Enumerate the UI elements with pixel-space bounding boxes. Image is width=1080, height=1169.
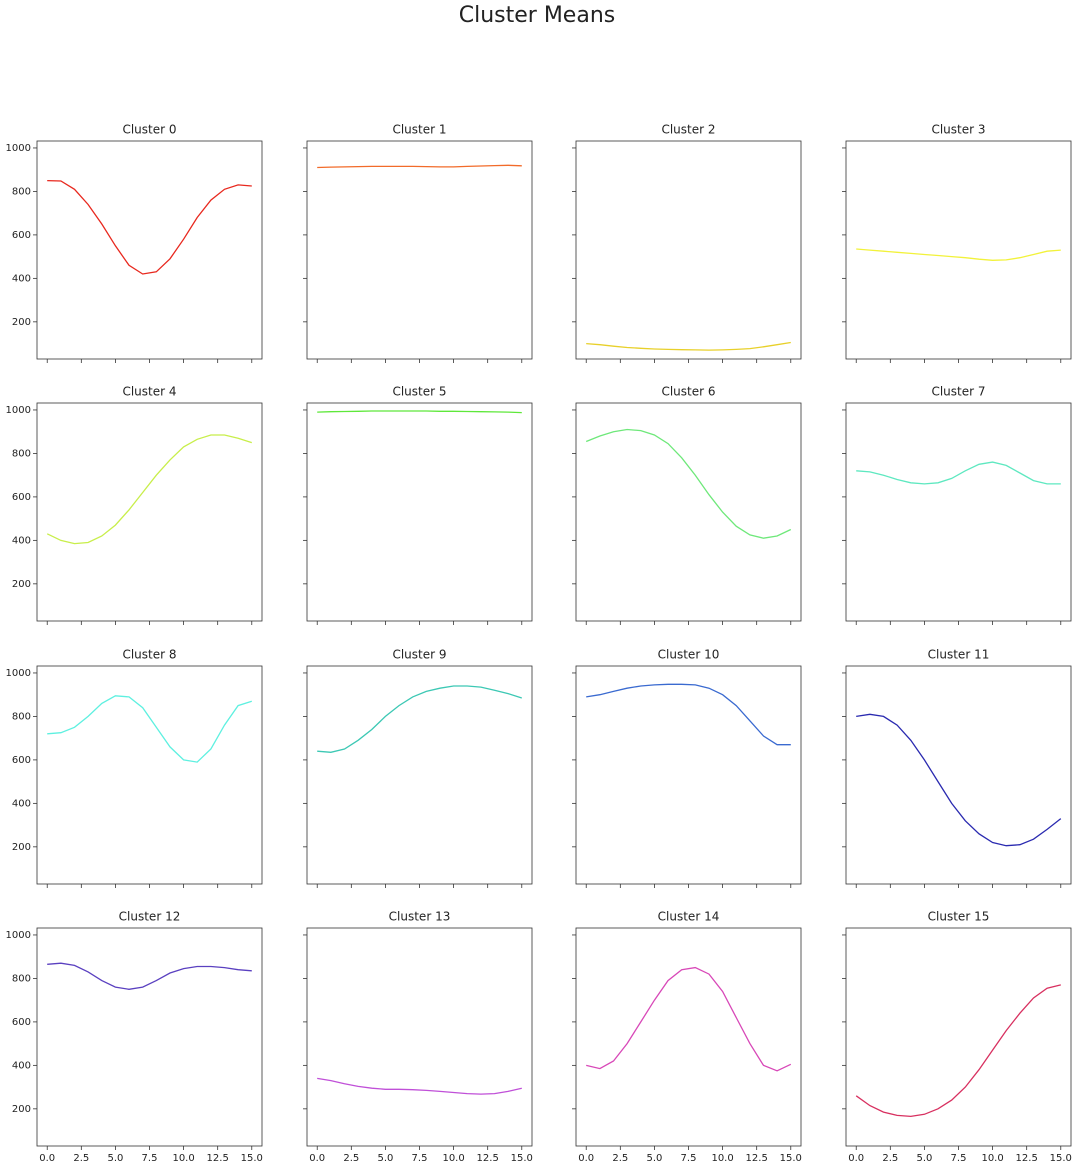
y-tick-label: 800 bbox=[12, 711, 31, 722]
y-tick-label: 600 bbox=[12, 1017, 31, 1028]
y-tick-label: 200 bbox=[12, 579, 31, 590]
panel-title: Cluster 13 bbox=[389, 910, 451, 924]
y-tick-label: 1000 bbox=[6, 405, 31, 416]
line bbox=[317, 164, 522, 169]
x-tick-label: 2.5 bbox=[73, 1153, 89, 1164]
x-tick-label: 7.5 bbox=[412, 1153, 428, 1164]
y-tick-label: 200 bbox=[12, 842, 31, 853]
panel-title: Cluster 10 bbox=[658, 648, 720, 662]
x-tick-label: 12.5 bbox=[1016, 1153, 1038, 1164]
x-tick-label: 15.0 bbox=[511, 1153, 533, 1164]
panel-title: Cluster 5 bbox=[392, 385, 446, 399]
x-tick-label: 10.0 bbox=[442, 1153, 464, 1164]
panel-title: Cluster 6 bbox=[661, 385, 715, 399]
line bbox=[856, 713, 1062, 847]
panel-title: Cluster 3 bbox=[931, 123, 985, 137]
y-tick-label: 1000 bbox=[6, 930, 31, 941]
y-tick-label: 1000 bbox=[6, 143, 31, 154]
panel-title: Cluster 14 bbox=[658, 910, 720, 924]
x-tick-label: 15.0 bbox=[241, 1153, 263, 1164]
panel-title: Cluster 8 bbox=[122, 648, 176, 662]
line bbox=[585, 428, 792, 539]
y-tick-label: 1000 bbox=[6, 668, 31, 679]
line bbox=[586, 966, 792, 1072]
x-tick-label: 0.0 bbox=[309, 1153, 325, 1164]
line bbox=[856, 248, 1061, 261]
y-tick-label: 600 bbox=[12, 755, 31, 766]
x-tick-label: 2.5 bbox=[612, 1153, 628, 1164]
y-tick-label: 800 bbox=[12, 973, 31, 984]
x-tick-label: 0.0 bbox=[578, 1153, 594, 1164]
x-tick-label: 7.5 bbox=[951, 1153, 967, 1164]
y-tick-label: 200 bbox=[12, 1104, 31, 1115]
line bbox=[46, 434, 252, 545]
x-tick-label: 5.0 bbox=[916, 1153, 932, 1164]
line bbox=[47, 695, 252, 763]
y-tick-label: 400 bbox=[12, 798, 31, 809]
x-tick-label: 7.5 bbox=[142, 1153, 158, 1164]
x-tick-label: 5.0 bbox=[377, 1153, 393, 1164]
x-tick-label: 10.0 bbox=[711, 1153, 733, 1164]
x-tick-label: 10.0 bbox=[172, 1153, 194, 1164]
x-tick-label: 0.0 bbox=[39, 1153, 55, 1164]
line bbox=[317, 685, 522, 753]
x-tick-label: 12.5 bbox=[207, 1153, 229, 1164]
panel-title: Cluster 11 bbox=[928, 648, 990, 662]
panel-title: Cluster 9 bbox=[392, 648, 446, 662]
panel-title: Cluster 4 bbox=[122, 385, 176, 399]
panel-title: Cluster 2 bbox=[661, 123, 715, 137]
figure-title: Cluster Means bbox=[459, 3, 615, 28]
line bbox=[586, 683, 791, 746]
y-tick-label: 400 bbox=[12, 535, 31, 546]
y-tick-label: 600 bbox=[12, 492, 31, 503]
line bbox=[856, 461, 1061, 485]
x-tick-label: 15.0 bbox=[1050, 1153, 1072, 1164]
line bbox=[317, 410, 522, 414]
x-tick-label: 5.0 bbox=[107, 1153, 123, 1164]
line bbox=[586, 341, 791, 351]
panel-title: Cluster 0 bbox=[122, 123, 176, 137]
y-tick-label: 800 bbox=[12, 448, 31, 459]
y-tick-label: 200 bbox=[12, 317, 31, 328]
panel-title: Cluster 7 bbox=[931, 385, 985, 399]
y-tick-label: 400 bbox=[12, 1060, 31, 1071]
x-tick-label: 2.5 bbox=[882, 1153, 898, 1164]
line bbox=[317, 1077, 522, 1095]
line bbox=[47, 179, 252, 275]
y-tick-label: 800 bbox=[12, 186, 31, 197]
x-tick-label: 0.0 bbox=[848, 1153, 864, 1164]
x-tick-label: 2.5 bbox=[343, 1153, 359, 1164]
x-tick-label: 12.5 bbox=[746, 1153, 768, 1164]
x-tick-label: 10.0 bbox=[981, 1153, 1003, 1164]
line bbox=[47, 962, 252, 990]
x-tick-label: 12.5 bbox=[477, 1153, 499, 1164]
x-tick-label: 15.0 bbox=[780, 1153, 802, 1164]
panel-title: Cluster 15 bbox=[928, 910, 990, 924]
line bbox=[855, 984, 1061, 1118]
y-tick-label: 600 bbox=[12, 230, 31, 241]
y-tick-label: 400 bbox=[12, 273, 31, 284]
panel-title: Cluster 12 bbox=[119, 910, 181, 924]
x-tick-label: 5.0 bbox=[646, 1153, 662, 1164]
x-tick-label: 7.5 bbox=[681, 1153, 697, 1164]
panel-title: Cluster 1 bbox=[392, 123, 446, 137]
